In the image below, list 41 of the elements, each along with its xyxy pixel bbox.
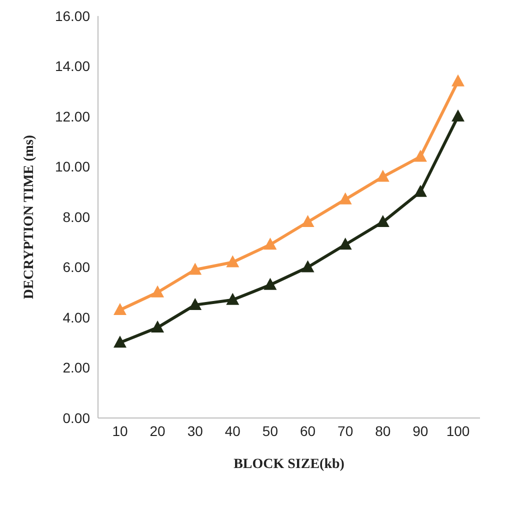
y-axis-title: DECRYPTION TIME (ms) [22,134,37,300]
y-tick-label: 4.00 [62,309,90,326]
point [338,192,352,204]
y-tick-label: 14.00 [54,58,90,74]
point [301,260,314,272]
point [414,150,427,162]
point [226,255,240,268]
point [452,110,464,122]
point [114,336,126,348]
point [226,292,240,305]
point [188,262,202,275]
point [376,215,390,228]
point [264,238,277,250]
point [114,302,126,315]
point [452,74,464,86]
x-tick-label: 30 [187,422,204,439]
x-tick-label: 40 [224,422,241,439]
y-tick-label: 0.00 [62,410,90,426]
x-tick-label: 60 [300,422,316,439]
x-tick-label: 10 [112,422,128,439]
point [188,298,202,310]
point [414,184,427,197]
y-tick-label: 8.00 [62,208,90,225]
x-axis-title: BLOCK SIZE(kb) [234,457,345,472]
y-tick-label: 2.00 [62,360,90,376]
point [338,238,352,250]
point [151,285,164,298]
x-tick-label: 80 [375,422,391,439]
point [376,170,390,182]
y-tick-label: 6.00 [62,259,90,276]
x-tick-label: 90 [412,422,428,439]
point [264,278,277,290]
x-tick-label: 50 [262,422,278,439]
x-tick-label: 20 [150,422,166,439]
point [301,215,314,228]
x-tick-label: 100 [446,422,470,439]
y-tick-label: 10.00 [54,158,90,175]
x-tick-label: 70 [338,422,354,439]
y-tick-label: 16.00 [54,8,90,24]
y-tick-label: 12.00 [54,108,90,124]
point [151,320,164,333]
